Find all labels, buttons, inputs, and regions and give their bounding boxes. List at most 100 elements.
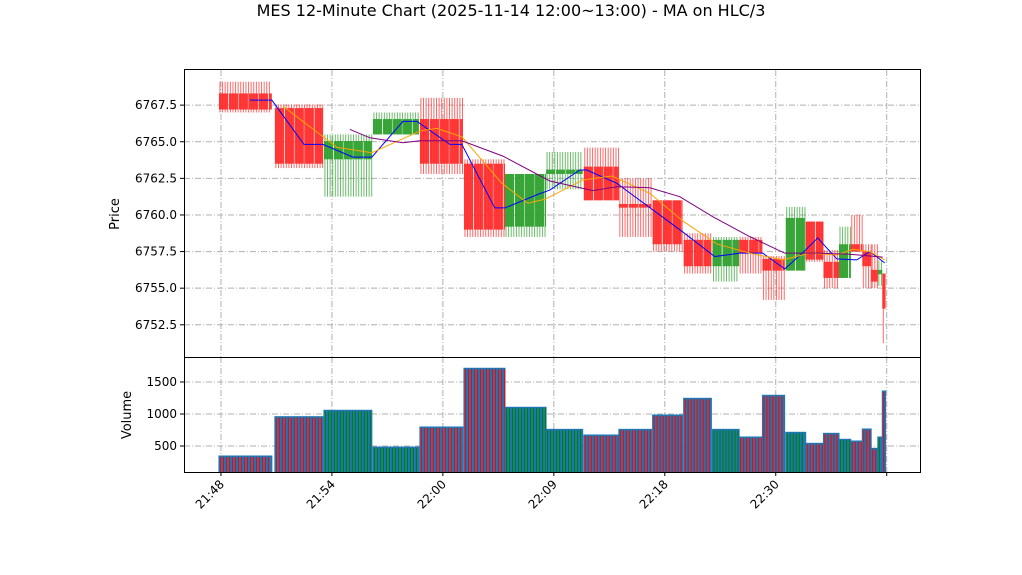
candle-body — [882, 273, 886, 309]
candle-body — [693, 239, 703, 267]
candle-body — [545, 173, 547, 227]
x-tick-label: 22:18 — [637, 477, 671, 511]
volume-bars — [218, 367, 887, 473]
volume-bar — [419, 426, 464, 473]
candle-body — [576, 169, 583, 174]
volume-bar — [545, 428, 584, 473]
candle-body — [473, 163, 483, 230]
candle-body — [268, 93, 272, 110]
volume-bar — [761, 394, 786, 473]
candle-body — [785, 217, 795, 271]
candle-body — [648, 203, 652, 208]
price-y-tick-label: 6767.5 — [135, 98, 177, 112]
candle-body — [493, 163, 503, 230]
candle-body — [862, 251, 872, 267]
candle-body — [722, 239, 732, 267]
candle-body — [429, 119, 439, 164]
price-candles — [218, 81, 886, 344]
x-tick-label: 21:48 — [193, 477, 227, 511]
candle-body — [218, 93, 228, 110]
candle-body — [848, 244, 851, 278]
x-tick-label: 22:30 — [748, 477, 782, 511]
candle-body — [566, 169, 576, 174]
ma-fast-line — [249, 99, 886, 270]
candle-body — [363, 141, 372, 160]
candle-body — [638, 203, 648, 208]
candle-body — [732, 239, 740, 267]
candle-body — [459, 119, 463, 164]
candle-body — [672, 200, 682, 245]
candle-body — [871, 269, 878, 282]
candle-body — [593, 166, 603, 201]
candle-body — [323, 141, 333, 160]
candle-body — [505, 173, 515, 227]
candle-body — [877, 269, 883, 275]
candle-body — [546, 169, 556, 174]
candle-body — [402, 119, 412, 135]
candle-body — [850, 244, 860, 252]
chart-title: MES 12-Minute Chart (2025-11-14 12:00~13… — [257, 1, 766, 20]
x-tick-label: 22:00 — [415, 477, 449, 511]
volume-y-tick-label: 1500 — [146, 375, 177, 389]
volume-bar — [877, 436, 883, 473]
moving-average-lines — [249, 99, 886, 270]
candle-body — [274, 108, 284, 164]
candle-body — [382, 119, 392, 135]
candle-body — [439, 119, 449, 164]
candle-body — [238, 93, 248, 110]
price-y-tick-label: 6757.5 — [135, 245, 177, 259]
candle-body — [525, 173, 535, 227]
candle-body — [823, 261, 833, 278]
candle-body — [838, 244, 848, 278]
volume-bar — [583, 434, 620, 473]
volume-y-ticks: 500 1000 1500 — [146, 375, 184, 453]
candle-body — [833, 261, 839, 278]
candle-body — [556, 169, 566, 174]
candle-body — [248, 93, 258, 110]
candle-body — [739, 239, 749, 254]
candle-body — [603, 166, 613, 201]
candle-body — [683, 239, 693, 267]
candle-body — [805, 221, 815, 260]
price-y-tick-label: 6765.0 — [135, 135, 177, 149]
candle-body — [703, 239, 712, 267]
candle-body — [762, 258, 772, 271]
ma-mid-line — [282, 105, 885, 261]
candle-body — [228, 93, 238, 110]
candle-body — [294, 108, 304, 164]
volume-y-tick-label: 1000 — [146, 407, 177, 421]
candle-body — [258, 93, 268, 110]
candle-body — [795, 217, 805, 271]
candle-body — [712, 239, 722, 267]
x-tick-label: 21:54 — [304, 477, 338, 511]
candle-body — [463, 163, 473, 230]
ma-slow-line — [349, 128, 883, 258]
candle-body — [860, 244, 863, 252]
candle-body — [628, 203, 638, 208]
candle-body — [392, 119, 402, 135]
candle-body — [782, 258, 785, 271]
price-ylabel: Price — [108, 198, 123, 230]
price-y-tick-label: 6762.5 — [135, 171, 177, 185]
candle-body — [503, 163, 506, 230]
volume-axes-frame — [184, 357, 921, 473]
candle-body — [343, 141, 353, 160]
candle-body — [759, 239, 763, 254]
candle-body — [515, 173, 525, 227]
candle-body — [749, 239, 759, 254]
price-y-tick-label: 6752.5 — [135, 318, 177, 332]
volume-ylabel: Volume — [120, 391, 135, 439]
candle-body — [284, 108, 294, 164]
candle-body — [449, 119, 459, 164]
candle-body — [304, 108, 314, 164]
price-y-tick-label: 6760.0 — [135, 208, 177, 222]
candle-body — [652, 200, 662, 245]
candle-body — [583, 166, 593, 201]
volume-bar — [805, 442, 824, 473]
candle-body — [419, 119, 429, 164]
candle-body — [314, 108, 323, 164]
x-ticks: 21:48 21:54 22:00 22:09 22:18 22:30 — [193, 472, 888, 512]
candle-body — [333, 141, 343, 160]
volume-y-tick-label: 500 — [154, 439, 177, 453]
